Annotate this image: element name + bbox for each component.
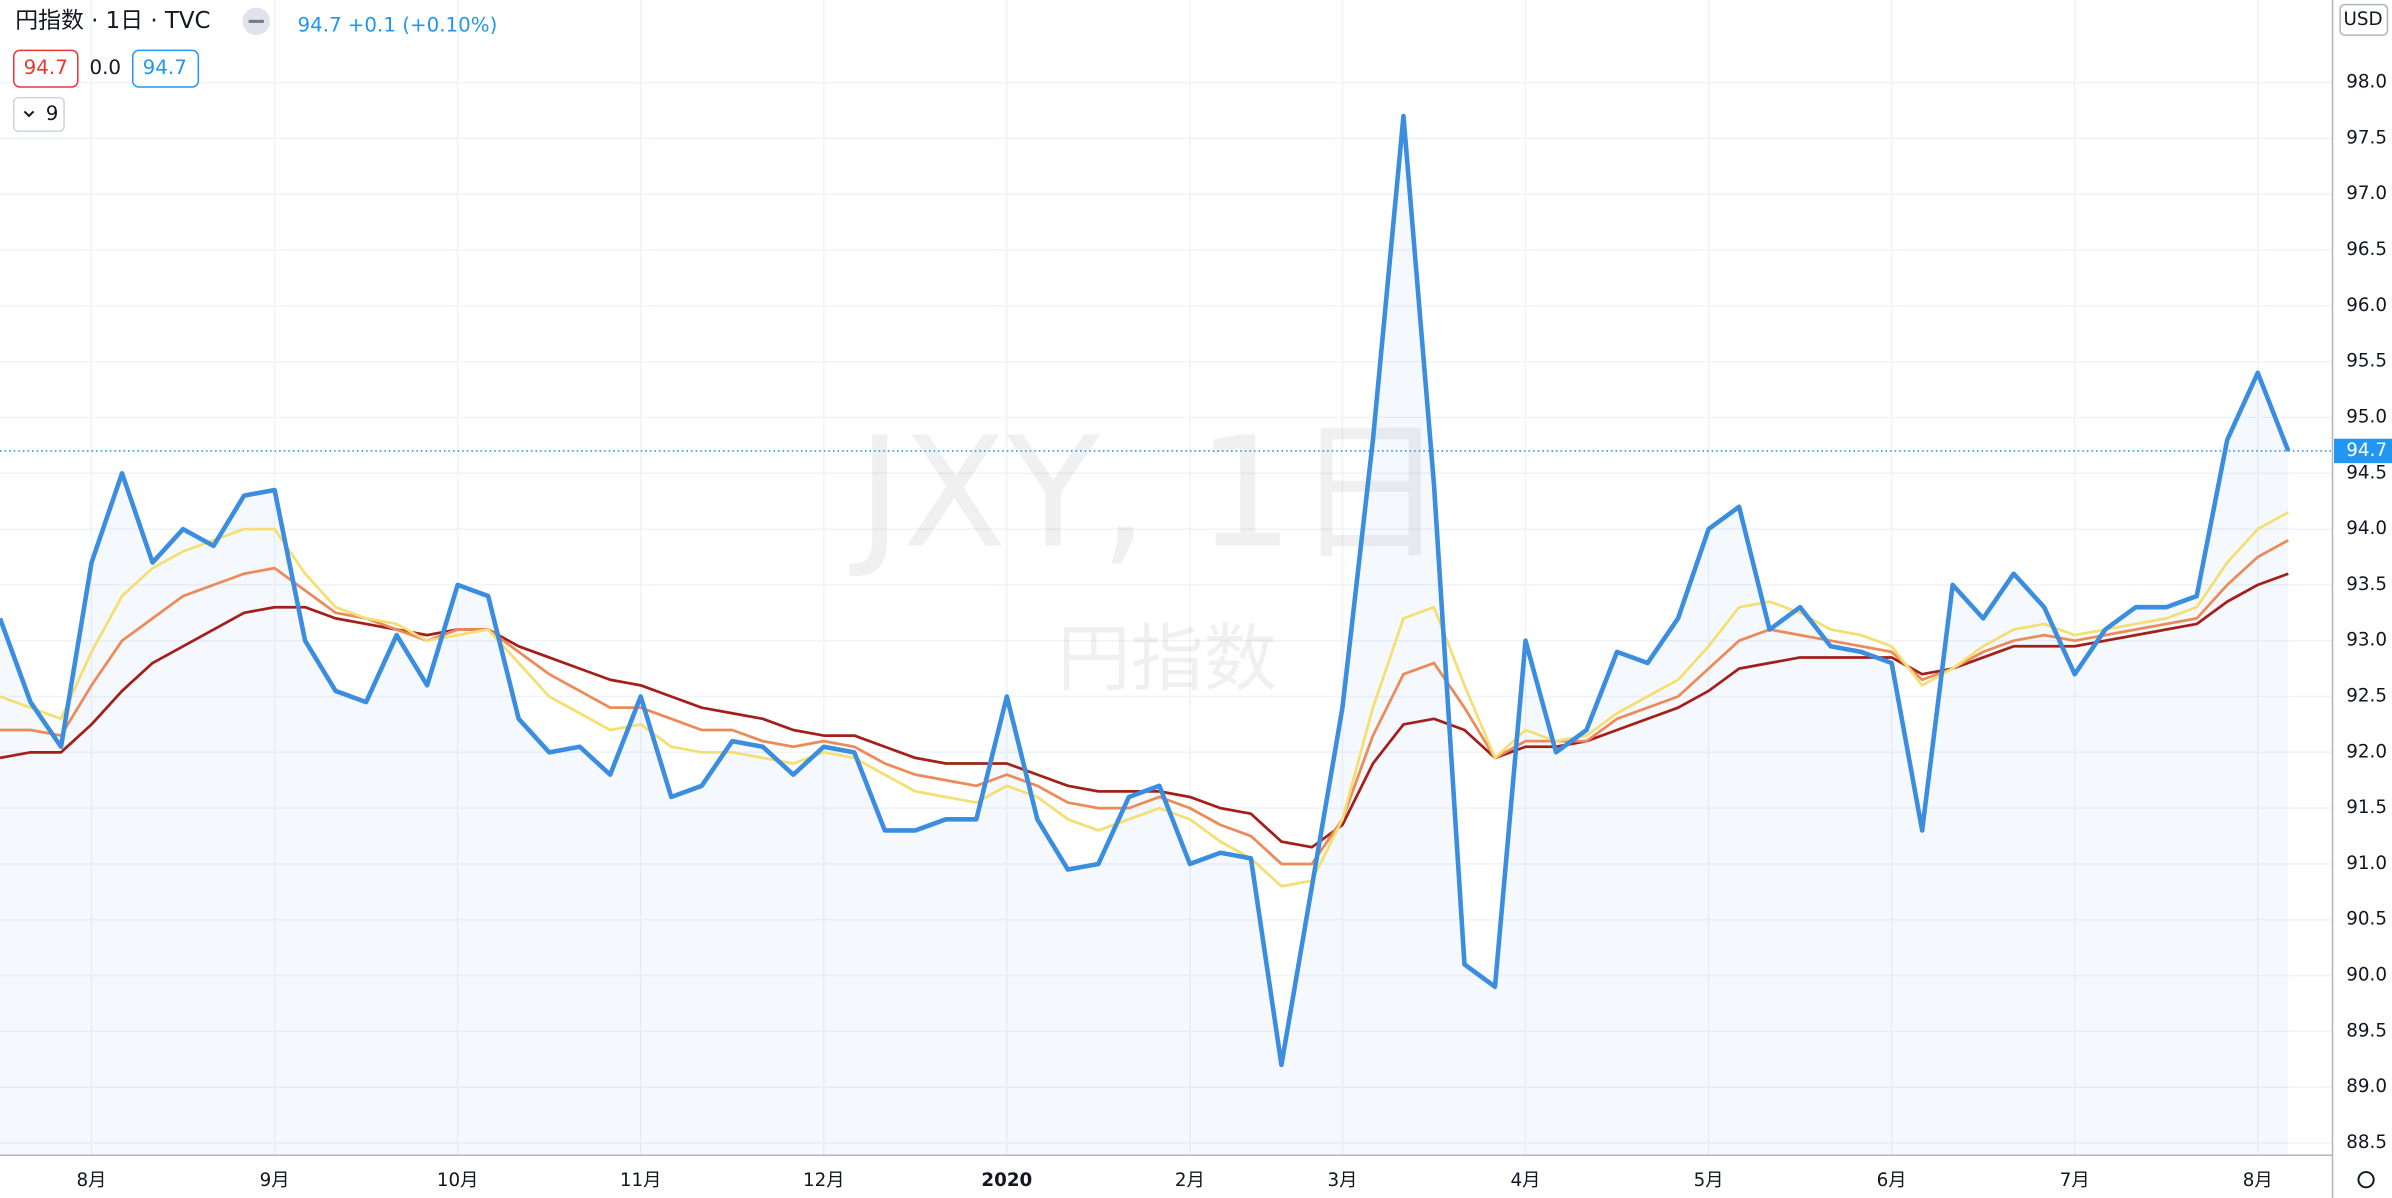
watermark-name: 円指数 [1057,617,1277,702]
y-tick-label: 95.0 [2346,406,2387,427]
y-tick-label: 90.5 [2346,909,2387,930]
axes: 88.5 89.0 89.5 90.0 90.5 91.0 91.5 92.0 92.5 93.0… [77,72,2392,1191]
y-tick-label: 94.5 [2346,462,2387,483]
price-change: +0.1 (+0.10%) [348,13,498,36]
watermark-symbol: JXY, 1日 [849,404,1446,582]
y-tick-label: 94.0 [2346,518,2387,539]
symbol-title: 円指数 · 1日 · TVC [15,8,210,34]
y-tick-label: 95.5 [2346,351,2387,372]
y-tick-label: 93.5 [2346,574,2387,595]
y-tick-label: 88.5 [2346,1132,2387,1153]
indicator-box[interactable] [131,49,200,88]
indicator-box[interactable] [12,49,79,88]
plot [0,113,2333,1156]
y-tick-label: 91.5 [2346,797,2387,818]
x-tick-label: 11月 [620,1170,662,1191]
x-tick-label: 8月 [77,1170,107,1191]
y-tick-label: 93.0 [2346,630,2387,651]
y-tick-label: 98.0 [2346,72,2387,93]
y-tick-label: 92.5 [2346,686,2387,707]
x-tick-label: 2月 [1175,1170,1205,1191]
x-tick-label: 2020 [981,1170,1032,1191]
price-line [0,113,2291,1068]
settings-icon[interactable] [2357,1171,2375,1189]
currency-box[interactable] [2339,3,2389,36]
indicator-value: 0.0 [89,56,121,79]
y-tick-label: 89.0 [2346,1076,2387,1097]
last-price: 94.7 [297,13,341,36]
ribbon-line [0,511,2289,888]
currency: USD [2343,9,2382,30]
indicator-value: 94.7 [143,56,187,79]
indicator-value: 94.7 [24,56,68,79]
x-tick-label: 10月 [437,1170,479,1191]
toggle-icon [248,19,264,23]
chevron-icon [23,110,35,118]
y-tick-label: 96.0 [2346,295,2387,316]
last-price-tag [2334,438,2392,464]
y-tick-label: 92.0 [2346,741,2387,762]
collapse-button[interactable] [12,96,65,133]
x-tick-label: 8月 [2243,1170,2273,1191]
last-price-label: 94.7 [2346,440,2387,461]
collapse-count: 9 [46,102,59,125]
x-tick-label: 7月 [2060,1170,2090,1191]
grid [0,0,2333,1156]
y-tick-label: 97.0 [2346,183,2387,204]
x-tick-label: 3月 [1327,1170,1357,1191]
x-tick-label: 5月 [1694,1170,1724,1191]
y-tick-label: 96.5 [2346,239,2387,260]
area [0,116,2289,1156]
x-tick-label: 9月 [260,1170,290,1191]
x-tick-label: 4月 [1511,1170,1541,1191]
y-tick-label: 89.5 [2346,1020,2387,1041]
y-tick-label: 90.0 [2346,965,2387,986]
x-tick-label: 12月 [803,1170,845,1191]
y-tick-label: 91.0 [2346,853,2387,874]
x-tick-label: 6月 [1877,1170,1907,1191]
y-tick-label: 97.5 [2346,127,2387,148]
